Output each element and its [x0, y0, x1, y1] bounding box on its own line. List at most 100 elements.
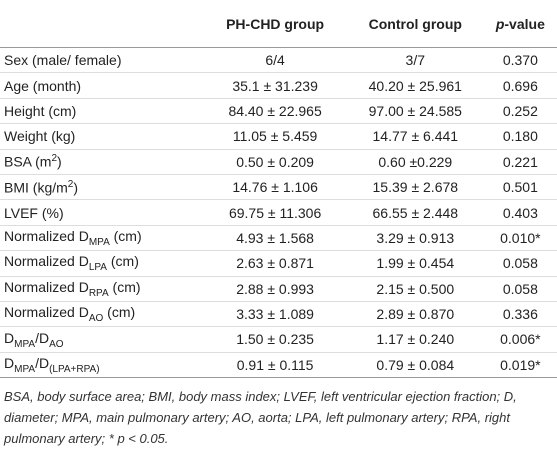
table-cell: 97.00 ± 24.585 — [346, 98, 484, 125]
text-segment: BSA, body surface area; BMI, body mass i… — [4, 389, 517, 447]
table-cell: BMI (kg/m2) — [0, 174, 204, 201]
table-row: Age (month) 35.1 ± 31.239 40.20 ± 25.961 0.… — [0, 72, 557, 99]
table-cell: 0.180 — [483, 123, 557, 150]
table-cell: 0.696 — [483, 72, 557, 99]
table-row: Weight (kg) 11.05 ± 5.459 14.77 ± 6.441 0.1… — [0, 123, 557, 150]
table-row: BMI (kg/m2) 14.76 ± 1.106 15.39 ± 2.678 0.5… — [0, 174, 557, 201]
text-segment: Normalized D — [4, 228, 89, 245]
text-segment: Age (month) — [4, 77, 82, 94]
table-cell: 1.17 ± 0.240 — [346, 326, 484, 353]
table-cell: 0.010* — [483, 225, 557, 252]
table-cell: 1.50 ± 0.235 — [203, 326, 347, 353]
column-header — [0, 0, 204, 48]
table-cell: 6/4 — [203, 47, 347, 74]
table-row: Normalized DRPA (cm) 2.88 ± 0.993 2.15 ± 0… — [0, 276, 557, 302]
table-cell: Sex (male/ female) — [0, 47, 204, 74]
table-cell: Normalized DMPA (cm) — [0, 225, 204, 252]
table-cell: 1.99 ± 0.454 — [346, 250, 484, 277]
text-segment: AO — [88, 313, 104, 324]
text-segment: BMI (kg/m — [4, 179, 68, 196]
table-cell: 0.221 — [483, 149, 557, 175]
text-segment: Control group — [368, 15, 462, 32]
table-cell: 0.019* — [483, 352, 557, 379]
table-row: BSA (m2) 0.50 ± 0.209 0.60 ±0.229 0.221 — [0, 149, 557, 175]
text-segment: ) — [73, 179, 79, 196]
table-cell: 35.1 ± 31.239 — [203, 72, 347, 99]
header-row: PH-CHD group Control group p-value — [0, 0, 557, 48]
table-cell: Normalized DLPA (cm) — [0, 250, 204, 277]
table-row: Normalized DMPA (cm) 4.93 ± 1.568 3.29 ± 0… — [0, 225, 557, 252]
table-cell: Normalized DAO (cm) — [0, 301, 204, 328]
text-segment: RPA — [88, 287, 109, 299]
text-segment: (cm) — [106, 253, 139, 270]
table-cell: Weight (kg) — [0, 123, 204, 150]
table-cell: 0.336 — [483, 301, 557, 328]
table-cell: 0.058 — [483, 276, 557, 302]
table-cell: 2.89 ± 0.870 — [346, 301, 484, 328]
column-header: PH-CHD group — [203, 0, 347, 48]
table-row: LVEF (%) 69.75 ± 11.306 66.55 ± 2.448 0.403 — [0, 199, 557, 226]
table-cell: 0.60 ±0.229 — [346, 149, 484, 175]
text-segment: Weight (kg) — [4, 128, 76, 145]
table-cell: Normalized DRPA (cm) — [0, 276, 204, 302]
text-segment: p — [117, 431, 125, 447]
table-cell: 0.006* — [483, 326, 557, 353]
table-cell: 0.370 — [483, 47, 557, 74]
text-segment: Sex (male/ female) — [4, 52, 122, 69]
column-header: Control group — [346, 0, 484, 48]
table-cell: 0.79 ± 0.084 — [346, 352, 484, 379]
table-cell: 2.15 ± 0.500 — [346, 276, 484, 302]
table-cell: Height (cm) — [0, 98, 204, 125]
table-row: Normalized DAO (cm) 3.33 ± 1.089 2.89 ± 0.… — [0, 301, 557, 328]
table-cell: 69.75 ± 11.306 — [203, 199, 347, 226]
text-segment: (LPA+RPA) — [49, 363, 100, 375]
text-segment: 2 — [67, 178, 74, 190]
table-cell: 11.05 ± 5.459 — [203, 123, 347, 150]
text-segment: 2 — [51, 153, 58, 165]
table-cell: DMPA/DAO — [0, 326, 204, 353]
text-segment: PH-CHD group — [226, 15, 325, 32]
table-cell: 2.63 ± 0.871 — [203, 250, 347, 277]
table-row: Normalized DLPA (cm) 2.63 ± 0.871 1.99 ± 0… — [0, 250, 557, 277]
text-segment: MPA — [14, 363, 36, 375]
text-segment: Height (cm) — [4, 102, 77, 119]
text-segment: LPA — [88, 262, 107, 274]
text-segment: Normalized D — [4, 278, 89, 295]
text-segment: /D — [35, 354, 50, 371]
data-table: PH-CHD group Control group p-value Sex (mal… — [0, 0, 557, 379]
table-cell: 0.50 ± 0.209 — [203, 149, 347, 175]
column-header: p-value — [483, 0, 557, 48]
text-segment: -value — [504, 15, 545, 32]
table-row: DMPA/DAO 1.50 ± 0.235 1.17 ± 0.240 0.006* — [0, 326, 557, 353]
text-segment: p — [495, 15, 505, 32]
text-segment: AO — [49, 338, 64, 350]
table-cell: 14.76 ± 1.106 — [203, 174, 347, 201]
text-segment: MPA — [14, 338, 36, 350]
table-cell: 0.403 — [483, 199, 557, 226]
text-segment: D — [4, 329, 15, 346]
footnote: BSA, body surface area; BMI, body mass i… — [0, 378, 557, 449]
text-segment: (cm) — [103, 304, 136, 321]
table-row: Sex (male/ female) 6/4 3/7 0.370 — [0, 47, 557, 74]
table-row: DMPA/D(LPA+RPA) 0.91 ± 0.115 0.79 ± 0.084 0… — [0, 352, 557, 379]
table-cell: 15.39 ± 2.678 — [346, 174, 484, 201]
text-segment: D — [4, 354, 15, 371]
table-cell: 66.55 ± 2.448 — [346, 199, 484, 226]
table-cell: 84.40 ± 22.965 — [203, 98, 347, 125]
table-cell: DMPA/D(LPA+RPA) — [0, 352, 204, 379]
table-cell: 3.29 ± 0.913 — [346, 225, 484, 252]
table-cell: 40.20 ± 25.961 — [346, 72, 484, 99]
text-segment: Normalized D — [4, 304, 89, 321]
table-cell: 3.33 ± 1.089 — [203, 301, 347, 328]
text-segment: Normalized D — [4, 253, 89, 270]
text-segment: /D — [35, 329, 50, 346]
text-segment: < 0.05. — [124, 431, 169, 447]
table-cell: LVEF (%) — [0, 199, 204, 226]
text-segment: MPA — [88, 236, 110, 248]
table-cell: 0.91 ± 0.115 — [203, 352, 347, 379]
table-cell: 3/7 — [346, 47, 484, 74]
text-segment: ) — [57, 154, 62, 171]
text-segment: LVEF (%) — [4, 204, 64, 221]
text-segment: BSA (m — [4, 154, 52, 171]
table-cell: 0.058 — [483, 250, 557, 277]
